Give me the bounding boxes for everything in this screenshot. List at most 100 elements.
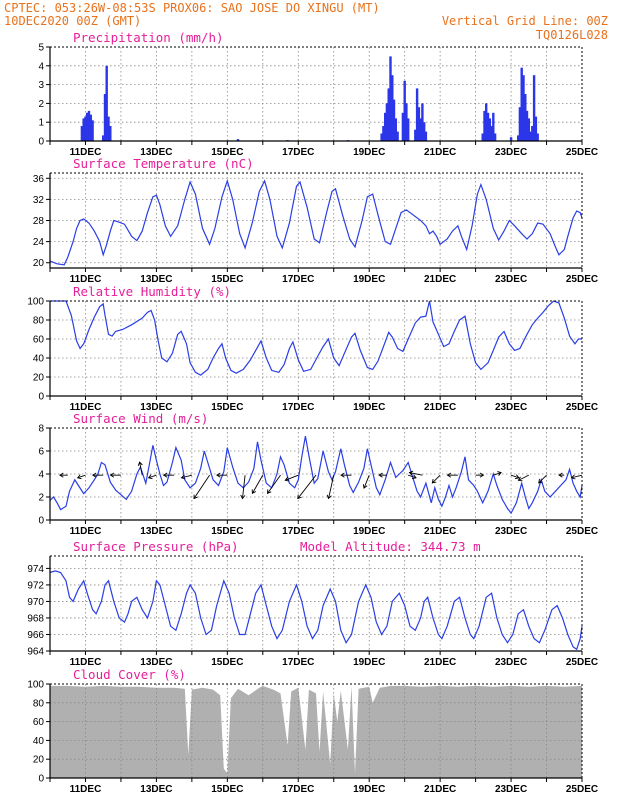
precip-bar (82, 118, 85, 141)
precip-bar (414, 129, 417, 141)
x-tick-label: 23DEC (495, 784, 527, 795)
precip-bar (107, 116, 110, 141)
x-tick-label: 11DEC (70, 784, 102, 795)
pres-title: Surface Pressure (hPa) (73, 539, 239, 554)
wind-arrowhead (340, 472, 345, 478)
pres-annotation: Model Altitude: 344.73 m (300, 539, 481, 554)
x-tick-label: 15DEC (211, 784, 243, 795)
wind-arrowhead (147, 474, 153, 480)
x-tick-label: 15DEC (211, 147, 243, 158)
precip-bar (394, 118, 397, 141)
wind-arrowhead (284, 476, 290, 482)
wind-arrowhead (538, 478, 543, 484)
precip-bar (382, 126, 385, 141)
pres-series-line (49, 570, 583, 651)
y-tick-label: 40 (33, 736, 45, 747)
x-tick-label: 13DEC (140, 784, 172, 795)
y-tick-label: 20 (33, 373, 45, 384)
wind-arrow (139, 462, 143, 476)
y-tick-label: 28 (33, 216, 45, 227)
precip-bar (380, 133, 383, 141)
y-tick-label: 3 (38, 80, 44, 91)
precip-bar (405, 103, 408, 141)
precip-bar (396, 131, 399, 141)
y-tick-label: 20 (33, 755, 45, 766)
x-tick-label: 19DEC (353, 784, 385, 795)
y-tick-label: 0 (38, 392, 44, 403)
header-location: CPTEC: 053:26W-08:53S PROX06: SAO JOSE D… (4, 1, 380, 15)
rh-panel: Relative Humidity (%) 0 20 40 60 80 100 11DEC 13… (27, 284, 598, 413)
temp-series-line (49, 178, 583, 266)
x-tick-label: 21DEC (424, 274, 456, 285)
header-model: TQ0126L028 (536, 28, 608, 42)
wind-arrowhead (446, 472, 452, 478)
y-tick-label: 5 (38, 43, 44, 54)
wind-arrowhead (514, 474, 520, 480)
rh-title: Relative Humidity (%) (73, 284, 231, 299)
precip-bar (486, 112, 490, 141)
precip-bar (392, 99, 396, 141)
y-tick-label: 100 (27, 680, 44, 691)
x-tick-label: 23DEC (495, 526, 527, 537)
x-tick-label: 21DEC (424, 526, 456, 537)
wind-series-line (49, 435, 583, 515)
precip-bar (391, 75, 394, 141)
precip-bar (421, 103, 424, 141)
x-tick-label: 15DEC (211, 657, 243, 668)
wind-arrow (408, 474, 417, 479)
x-tick-label: 13DEC (140, 402, 172, 413)
precip-bar (407, 118, 410, 141)
y-tick-label: 80 (33, 316, 45, 327)
x-tick-label: 15DEC (211, 402, 243, 413)
wind-arrow (242, 475, 246, 499)
wind-arrowhead (251, 489, 257, 495)
precip-bar (527, 118, 530, 141)
wind-arrowhead (240, 494, 246, 500)
precip-bar (509, 137, 513, 141)
precip-bar (109, 126, 112, 141)
wind-arrowhead (193, 494, 198, 500)
x-tick-label: 17DEC (282, 402, 314, 413)
cloud-cover-area (50, 685, 582, 778)
wind-arrow (538, 474, 547, 484)
x-tick-label: 25DEC (566, 402, 598, 413)
wind-arrowhead (517, 476, 523, 482)
x-tick-label: 11DEC (70, 657, 102, 668)
precip-bar (522, 75, 525, 141)
x-tick-label: 23DEC (495, 274, 527, 285)
y-tick-label: 972 (27, 580, 44, 591)
x-tick-label: 11DEC (70, 526, 102, 537)
wind-arrow (432, 474, 441, 484)
y-tick-label: 1 (38, 118, 44, 129)
precip-bar (384, 112, 387, 141)
x-tick-label: 25DEC (566, 274, 598, 285)
wind-arrow (181, 474, 192, 479)
x-tick-label: 13DEC (140, 147, 172, 158)
y-tick-label: 2 (38, 493, 44, 504)
wind-arrowhead (297, 494, 302, 500)
x-tick-label: 11DEC (70, 274, 102, 285)
x-tick-label: 13DEC (140, 657, 172, 668)
wind-arrowhead (411, 474, 417, 480)
x-tick-label: 21DEC (424, 402, 456, 413)
x-tick-label: 17DEC (282, 784, 314, 795)
precip-bar (84, 116, 87, 141)
precip-bar (423, 122, 426, 141)
y-tick-label: 32 (33, 195, 45, 206)
wind-arrow (297, 474, 317, 499)
precip-bar (520, 67, 523, 141)
y-tick-label: 968 (27, 613, 44, 624)
wind-arrowhead (76, 474, 82, 480)
wind-arrowhead (408, 470, 414, 476)
wind-arrow (493, 472, 502, 476)
precip-bar (524, 94, 527, 141)
precip-bar (89, 114, 92, 141)
x-tick-label: 19DEC (353, 526, 385, 537)
wind-arrow (510, 474, 520, 479)
wind-arrow (148, 474, 157, 479)
wind-arrowhead (162, 472, 168, 478)
precip-bar (517, 135, 520, 141)
wind-arrowhead (479, 472, 485, 478)
x-tick-label: 11DEC (70, 147, 102, 158)
